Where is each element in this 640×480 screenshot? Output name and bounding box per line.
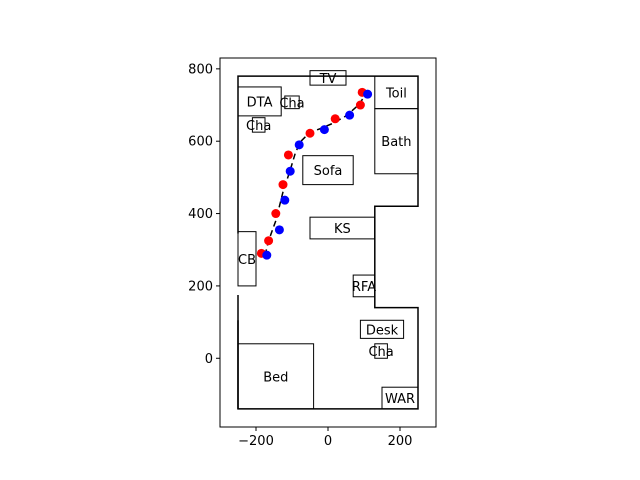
y-tick-label: 600 [188, 135, 213, 150]
furniture-layer: TV Toil DTA Cha Cha Bath Sofa KS CB RFA Desk Cha Bed… [237, 70, 419, 410]
furniture-box [309, 216, 376, 240]
blue-point [363, 89, 373, 99]
furniture-label: Cha [246, 119, 271, 134]
x-tick-label: −200 [238, 434, 274, 449]
furniture-box [237, 343, 315, 410]
y-axis: 0 200 400 600 800 [188, 62, 220, 367]
blue-point [285, 166, 295, 176]
blue-point [345, 110, 355, 120]
furniture-label: Bath [381, 135, 411, 150]
furniture-label: TV [319, 72, 337, 87]
x-tick-label: 200 [388, 434, 413, 449]
blue-point [274, 225, 284, 235]
furniture-box [237, 231, 257, 287]
furniture-label: Cha [279, 96, 304, 111]
furniture-label: CB [238, 253, 256, 268]
red-point [305, 128, 315, 138]
furniture-label: RFA [352, 280, 376, 295]
red-point [271, 209, 281, 219]
furniture-box [284, 95, 300, 110]
x-tick-label: 0 [324, 434, 332, 449]
furniture-label: DTA [247, 95, 273, 110]
furniture-box [374, 108, 419, 175]
blue-point [280, 195, 290, 205]
red-point [330, 114, 340, 124]
red-point [278, 180, 288, 190]
furniture-label: Desk [366, 323, 399, 338]
furniture-box [352, 274, 376, 298]
red-point [355, 100, 365, 110]
y-tick-label: 800 [188, 62, 213, 77]
y-tick-label: 400 [188, 207, 213, 222]
furniture-label: Toil [385, 86, 407, 101]
furniture-box [251, 117, 266, 133]
furniture-box [302, 155, 354, 186]
furniture-label: WAR [385, 392, 415, 407]
plot-frame [219, 57, 437, 428]
points-layer [256, 87, 373, 260]
blue-point [294, 140, 304, 150]
furniture-box [374, 343, 388, 359]
x-axis: −200 0 200 [238, 427, 412, 449]
blue-point [319, 125, 329, 135]
furniture-box [381, 386, 419, 410]
y-tick-label: 0 [205, 352, 213, 367]
furniture-label: Bed [263, 370, 288, 385]
furniture-label: Cha [368, 345, 393, 360]
furniture-box [359, 319, 405, 339]
furniture-label: Sofa [314, 164, 343, 179]
red-point [264, 236, 274, 246]
y-tick-label: 200 [188, 279, 213, 294]
furniture-label: KS [334, 222, 351, 237]
furniture-box [309, 70, 347, 86]
red-point [283, 150, 293, 160]
blue-point [262, 250, 272, 260]
furniture-box [237, 86, 282, 117]
wall-line [237, 75, 419, 410]
